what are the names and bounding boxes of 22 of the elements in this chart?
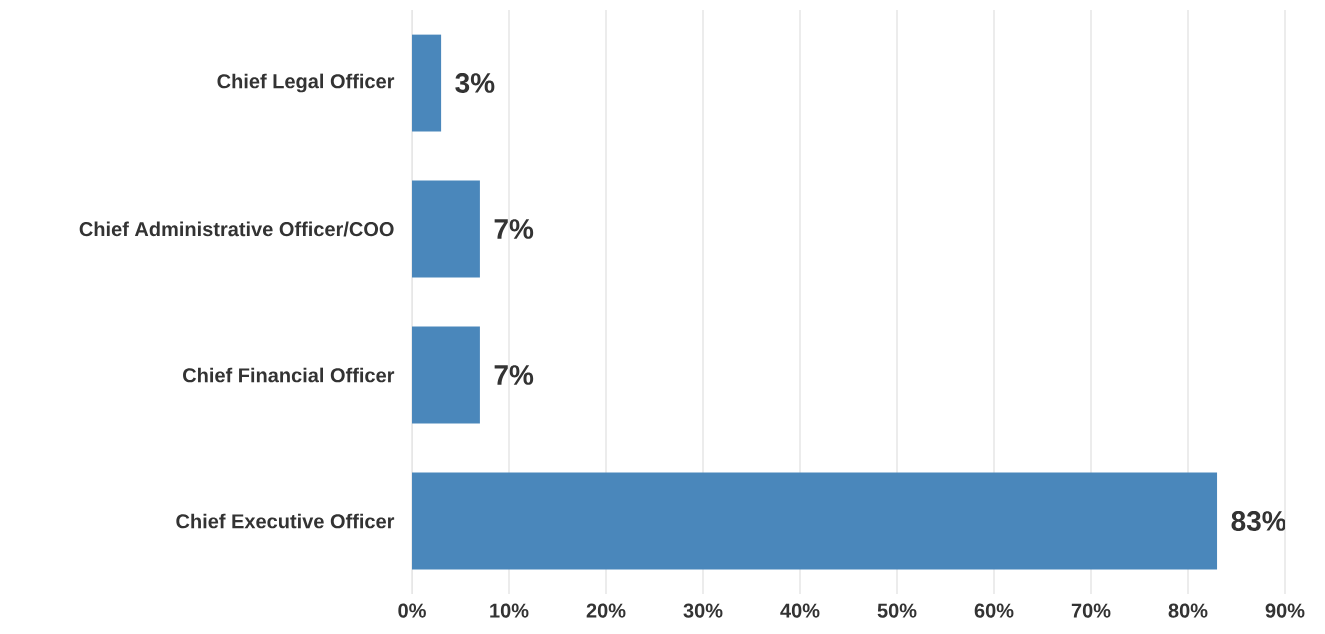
x-tick-label: 80% (1168, 603, 1208, 618)
x-tick-label: 70% (1071, 603, 1111, 618)
bar (412, 326, 480, 424)
bar (412, 34, 442, 132)
data-label: 3% (455, 73, 495, 93)
data-label: 7% (494, 365, 534, 385)
bar (412, 472, 1218, 570)
x-tick-label: 60% (974, 603, 1014, 618)
x-tick-label: 90% (1265, 603, 1305, 618)
bar (412, 180, 480, 278)
x-tick-label: 10% (490, 603, 529, 618)
x-tick-label: 0% (398, 603, 426, 618)
y-tick-label: Chief Administrative Officer/COO (79, 221, 394, 237)
x-tick-label: 20% (586, 603, 626, 618)
y-tick-label: Chief Executive Officer (176, 513, 395, 529)
x-tick-label: 50% (877, 603, 917, 618)
data-label: 7% (494, 219, 534, 239)
y-tick-label: Chief Financial Officer (183, 367, 395, 383)
y-tick-label: Chief Legal Officer (217, 73, 395, 93)
x-tick-label: 40% (780, 603, 820, 618)
x-tick-label: 30% (683, 603, 723, 618)
data-label: 83% (1231, 511, 1286, 531)
